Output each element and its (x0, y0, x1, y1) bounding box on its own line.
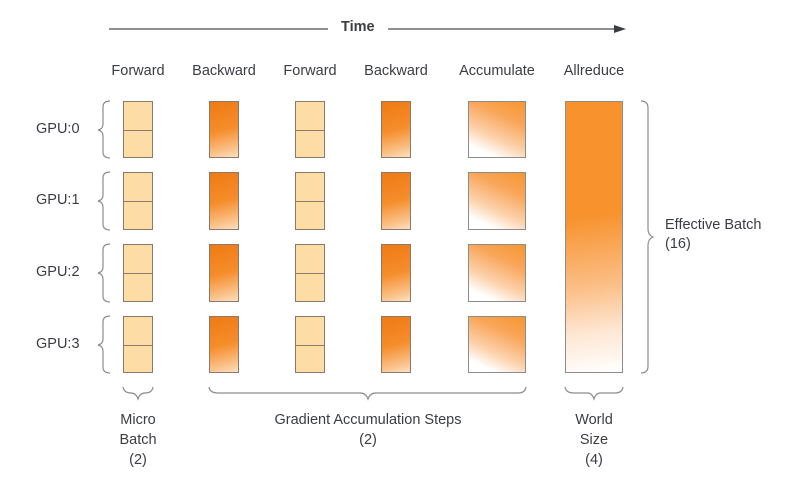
grad-accum-label: Gradient Accumulation Steps (2) (218, 410, 518, 450)
forward-block-gpu1-step2 (295, 172, 325, 230)
gpu-label-3: GPU:3 (36, 336, 80, 352)
brace-left-icon (97, 315, 111, 374)
world-size-value: (4) (585, 452, 603, 468)
world-size-label: World Size (4) (564, 410, 624, 470)
brace-left-icon (97, 100, 111, 159)
accumulate-block-gpu0 (468, 101, 526, 158)
time-axis (109, 25, 626, 33)
brace-left-icon (97, 171, 111, 231)
column-header-accumulate: Accumulate (459, 63, 535, 79)
column-header-backward-1: Backward (192, 63, 256, 79)
forward-block-gpu3-step2 (295, 316, 325, 373)
micro-batch-value: (2) (129, 452, 147, 468)
column-header-allreduce: Allreduce (563, 63, 625, 79)
brace-down-icon (208, 386, 527, 401)
backward-block-gpu1-step2 (381, 172, 411, 230)
accumulate-block-gpu2 (468, 244, 526, 302)
column-header-backward-2: Backward (364, 63, 428, 79)
time-label: Time (341, 19, 375, 35)
forward-block-gpu0-step1 (123, 101, 153, 158)
forward-block-gpu1-step1 (123, 172, 153, 230)
forward-block-gpu3-step1 (123, 316, 153, 373)
arrow-right-icon (614, 25, 626, 33)
effective-batch-value: (16) (665, 236, 691, 252)
accumulate-block-gpu1 (468, 172, 526, 230)
backward-block-gpu3-step1 (209, 316, 239, 373)
gpu-label-1: GPU:1 (36, 192, 80, 208)
backward-block-gpu2-step2 (381, 244, 411, 302)
backward-block-gpu2-step1 (209, 244, 239, 302)
backward-block-gpu3-step2 (381, 316, 411, 373)
effective-batch-label: Effective Batch (665, 217, 762, 233)
backward-block-gpu0-step1 (209, 101, 239, 158)
accumulate-block-gpu3 (468, 316, 526, 373)
column-header-forward-1: Forward (111, 63, 165, 79)
brace-right-icon (640, 100, 655, 374)
brace-left-icon (97, 243, 111, 303)
grad-accum-value: (2) (359, 432, 377, 448)
forward-block-gpu2-step1 (123, 244, 153, 302)
backward-block-gpu1-step1 (209, 172, 239, 230)
allreduce-block (565, 101, 623, 373)
gpu-label-2: GPU:2 (36, 264, 80, 280)
column-header-forward-2: Forward (283, 63, 337, 79)
brace-down-icon (122, 386, 154, 401)
forward-block-gpu0-step2 (295, 101, 325, 158)
brace-down-icon (564, 386, 624, 401)
forward-block-gpu2-step2 (295, 244, 325, 302)
gpu-label-0: GPU:0 (36, 121, 80, 137)
backward-block-gpu0-step2 (381, 101, 411, 158)
micro-batch-label: Micro Batch (2) (108, 410, 168, 470)
